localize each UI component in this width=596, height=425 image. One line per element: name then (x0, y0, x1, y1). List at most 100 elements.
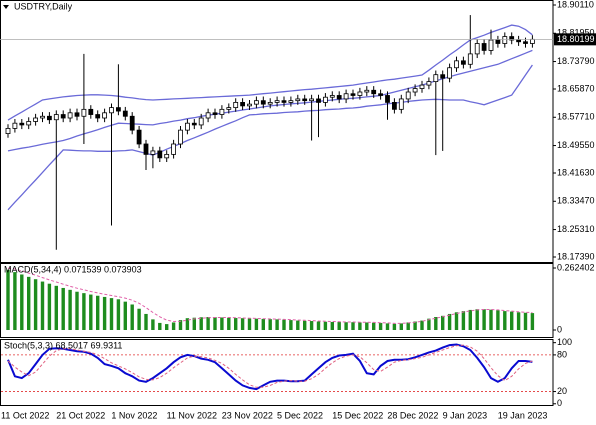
candle-body (302, 98, 308, 102)
histogram-bar (385, 323, 390, 331)
histogram-bar (165, 324, 169, 331)
y-tick-label: 18.49550 (557, 140, 595, 150)
panel-frame (0, 0, 554, 263)
candle-body (288, 100, 294, 103)
candle-body (316, 98, 321, 103)
x-tick-label: 1 Nov 2022 (111, 410, 157, 420)
histogram-bar (220, 317, 224, 331)
y-tick-label: 18.81950 (557, 28, 595, 38)
y-tick-label: 18.33470 (557, 196, 595, 206)
candle-body (329, 95, 335, 98)
candle-body (47, 115, 52, 121)
candle-body (454, 60, 459, 69)
candle-body (309, 98, 315, 102)
histogram-bar (75, 291, 79, 331)
y-tick-label: 20 (557, 386, 567, 396)
indicator-line (7, 344, 533, 388)
histogram-bar (227, 317, 231, 331)
y-tick-label: 18.25310 (557, 224, 595, 234)
histogram-bar (461, 311, 466, 331)
histogram-bar (82, 293, 86, 331)
candle-body (467, 53, 473, 65)
histogram-bar (13, 272, 17, 331)
candle-body (116, 107, 121, 112)
x-tick-label: 28 Dec 2022 (387, 410, 438, 420)
histogram-bar (240, 318, 245, 331)
candle-body (412, 88, 418, 93)
candle-body (281, 100, 287, 103)
candle-body (343, 93, 349, 100)
candle-body (184, 122, 190, 131)
histogram-bar (130, 304, 134, 331)
histogram-bar (54, 285, 58, 331)
histogram-bar (185, 318, 190, 331)
y-tick-label: 18.65870 (557, 83, 595, 93)
histogram-bar (158, 322, 162, 331)
candle-body (440, 74, 446, 79)
histogram-bar (68, 289, 72, 331)
y-tick-label: 80 (557, 349, 567, 359)
candle-body (516, 39, 521, 43)
histogram-bar (268, 319, 272, 331)
panel-title: USDTRY,Daily (14, 1, 73, 11)
candle-body (240, 102, 246, 107)
histogram-bar (475, 309, 479, 331)
histogram-bar (144, 313, 148, 331)
histogram-bar (344, 322, 348, 331)
y-tick-label: 0 (557, 324, 562, 334)
x-tick-label: 5 Dec 2022 (277, 410, 323, 420)
histogram-bar (351, 322, 355, 331)
candle-body (150, 150, 156, 155)
candle-body (122, 110, 128, 117)
candle-body (129, 115, 135, 131)
candle-body (33, 117, 38, 122)
histogram-bar (406, 322, 410, 331)
candle-body (391, 102, 397, 110)
candle-body (357, 91, 363, 96)
candle-body (212, 112, 218, 115)
candle-body (226, 107, 232, 110)
candle-body (385, 95, 390, 103)
candle-body (60, 114, 66, 119)
candle-body (398, 98, 404, 110)
candle-body (53, 114, 59, 121)
histogram-bar (247, 318, 252, 331)
candle-body (178, 129, 183, 145)
histogram-bar (234, 317, 238, 331)
panel-title: MACD(5,34,4) 0.071539 0.073903 (4, 264, 142, 274)
x-tick-label: 11 Nov 2022 (167, 410, 217, 420)
candle-body (295, 98, 301, 102)
candle-body (495, 39, 501, 44)
candle-body (143, 143, 149, 155)
histogram-bar (261, 318, 265, 331)
y-tick-label: 18.57710 (557, 112, 595, 122)
histogram-bar (33, 279, 38, 331)
histogram-bar (254, 318, 259, 331)
histogram-bar (109, 298, 114, 331)
candle-body (364, 89, 370, 93)
histogram-bar (213, 317, 217, 331)
candle-body (350, 93, 356, 96)
histogram-bar (323, 321, 328, 331)
histogram-bar (171, 322, 176, 331)
histogram-bar (303, 320, 307, 331)
x-tick-label: 9 Jan 2023 (443, 410, 488, 420)
candle-body (460, 60, 466, 65)
candle-body (81, 108, 87, 117)
y-tick-label: 18.17390 (557, 251, 595, 261)
candle-body (502, 36, 508, 44)
candle-body (219, 108, 225, 115)
histogram-bar (199, 317, 203, 331)
candle-body (433, 74, 439, 83)
candle-body (233, 102, 239, 109)
histogram-bar (378, 322, 383, 331)
x-tick-label: 11 Oct 2022 (1, 410, 49, 420)
candle-body (88, 108, 94, 115)
x-tick-label: 21 Oct 2022 (56, 410, 105, 420)
candle-body (26, 121, 32, 126)
candle-body (523, 41, 528, 44)
x-tick-label: 23 Nov 2022 (222, 410, 273, 420)
histogram-bar (275, 319, 279, 331)
histogram-bar (358, 322, 362, 331)
